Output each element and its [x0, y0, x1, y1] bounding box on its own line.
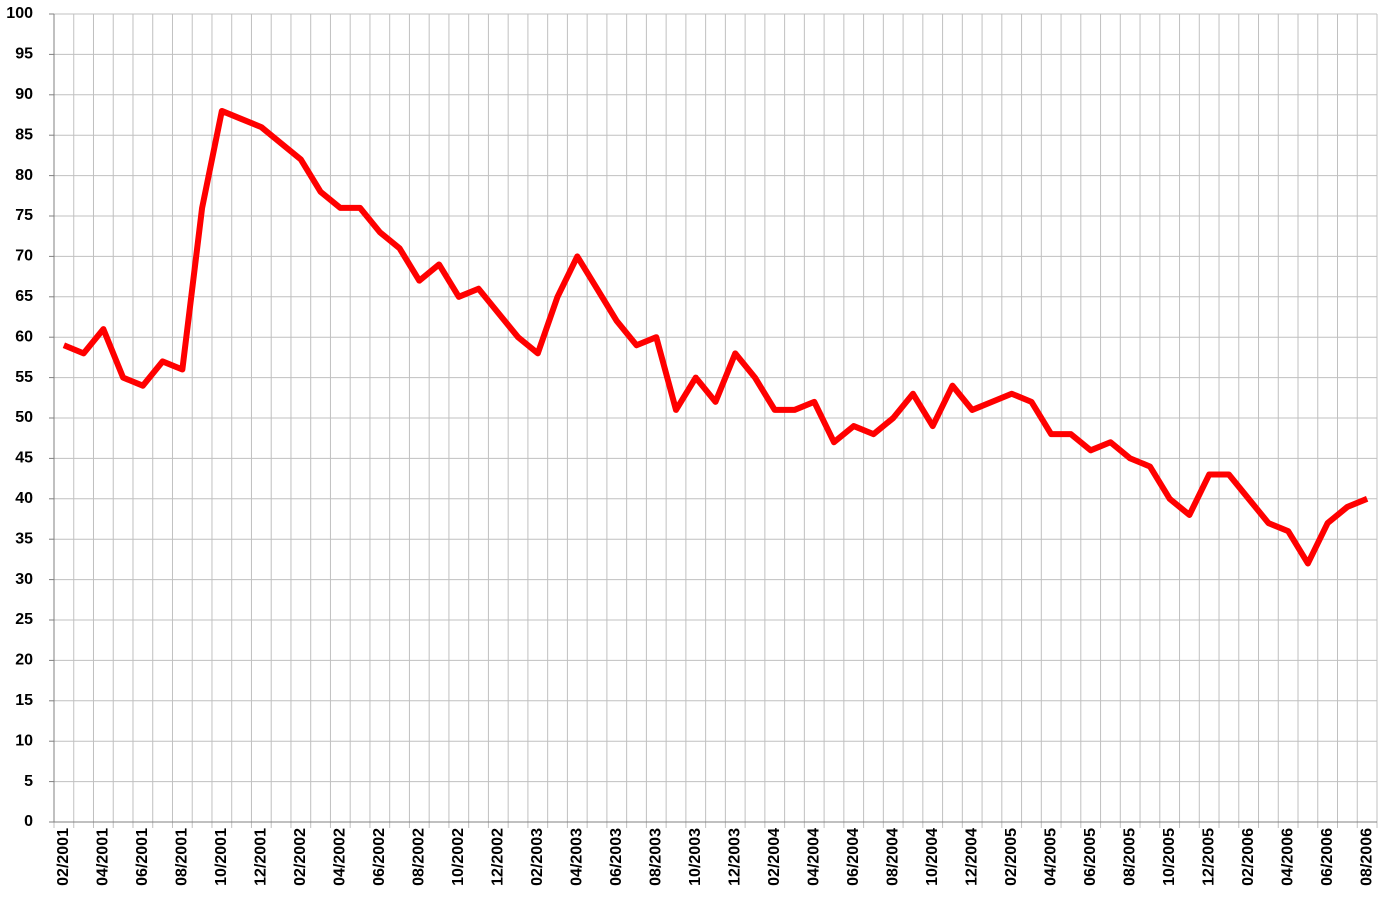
y-tick-label: 100 [6, 5, 33, 22]
x-tick-label: 02/2002 [292, 828, 309, 886]
y-tick-label: 0 [24, 813, 33, 830]
x-tick-label: 04/2006 [1279, 828, 1296, 886]
x-tick-label: 12/2001 [253, 828, 270, 886]
y-tick-label: 5 [24, 773, 33, 790]
y-tick-label: 15 [15, 692, 33, 709]
x-tick-label: 02/2004 [766, 828, 783, 886]
y-tick-label: 45 [15, 450, 33, 467]
x-tick-label: 08/2006 [1358, 828, 1375, 886]
y-tick-label: 95 [15, 46, 33, 63]
x-tick-label: 04/2004 [805, 828, 822, 886]
x-tick-label: 04/2003 [568, 828, 585, 886]
x-tick-label: 06/2005 [1082, 828, 1099, 886]
y-tick-label: 25 [15, 611, 33, 628]
y-tick-label: 70 [15, 248, 33, 265]
x-tick-label: 06/2006 [1319, 828, 1336, 886]
x-tick-label: 02/2003 [529, 828, 546, 886]
y-tick-label: 40 [15, 490, 33, 507]
x-tick-label: 06/2001 [134, 828, 151, 886]
y-tick-label: 90 [15, 86, 33, 103]
x-tick-label: 02/2005 [1003, 828, 1020, 886]
x-tick-label: 10/2002 [450, 828, 467, 886]
x-tick-label: 10/2001 [213, 828, 230, 886]
y-tick-label: 20 [15, 652, 33, 669]
x-tick-label: 02/2001 [55, 828, 72, 886]
x-tick-label: 06/2002 [371, 828, 388, 886]
x-tick-label: 08/2004 [884, 828, 901, 886]
x-tick-label: 10/2004 [924, 828, 941, 886]
y-tick-label: 50 [15, 409, 33, 426]
x-tick-label: 10/2003 [687, 828, 704, 886]
y-tick-label: 65 [15, 288, 33, 305]
x-tick-label: 12/2005 [1200, 828, 1217, 886]
y-tick-label: 75 [15, 207, 33, 224]
x-tick-label: 12/2004 [963, 828, 980, 886]
x-tick-label: 08/2002 [411, 828, 428, 886]
y-tick-label: 30 [15, 571, 33, 588]
x-tick-label: 08/2005 [1121, 828, 1138, 886]
x-tick-label: 08/2003 [647, 828, 664, 886]
data-line [62, 107, 1369, 567]
x-tick-label: 06/2004 [845, 828, 862, 886]
y-tick-label: 85 [15, 126, 33, 143]
y-tick-label: 35 [15, 530, 33, 547]
x-tick-label: 04/2002 [332, 828, 349, 886]
y-tick-label: 55 [15, 369, 33, 386]
x-tick-label: 12/2003 [726, 828, 743, 886]
y-tick-label: 80 [15, 167, 33, 184]
x-tick-label: 10/2005 [1161, 828, 1178, 886]
x-tick-label: 02/2006 [1240, 828, 1257, 886]
y-tick-label: 10 [15, 732, 33, 749]
x-tick-label: 12/2002 [490, 828, 507, 886]
x-tick-label: 04/2001 [95, 828, 112, 886]
x-tick-label: 08/2001 [174, 828, 191, 886]
y-tick-label: 60 [15, 328, 33, 345]
x-tick-label: 04/2005 [1042, 828, 1059, 886]
x-tick-label: 06/2003 [608, 828, 625, 886]
